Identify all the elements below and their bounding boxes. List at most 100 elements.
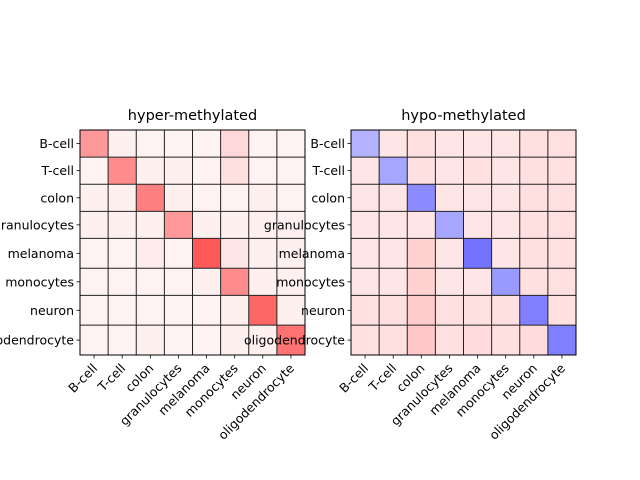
panel-2-ytick-label-b-cell: B-cell	[310, 136, 345, 151]
panel-1-cell-t-cell-neuron	[248, 157, 277, 185]
panel-1-cell-oligodendrocyte-neuron	[248, 325, 277, 355]
panel-2-cell-monocytes-t-cell	[379, 268, 408, 296]
panel-1-cell-melanoma-granulocytes	[164, 238, 193, 269]
panel-2-cell-granulocytes-monocytes	[491, 211, 520, 239]
panel-1-cell-monocytes-granulocytes	[164, 268, 193, 296]
panel-1-cell-oligodendrocyte-monocytes	[220, 325, 249, 355]
panel-1-cell-b-cell-colon	[136, 130, 165, 158]
panel-1-cell-melanoma-b-cell	[80, 238, 109, 269]
panel-2-cell-b-cell-melanoma	[463, 130, 492, 158]
panel-2-cell-granulocytes-granulocytes	[435, 211, 464, 239]
panel-1-cell-t-cell-t-cell	[108, 157, 137, 185]
panel-1-cell-neuron-t-cell	[108, 295, 137, 326]
panel-2-cell-melanoma-monocytes	[491, 238, 520, 269]
panel-2-cell-monocytes-b-cell	[351, 268, 380, 296]
panel-2-cell-neuron-oligodendrocyte	[547, 295, 576, 326]
panel-2-cell-t-cell-t-cell	[379, 157, 408, 185]
panel-2-ytick-label-melanoma: melanoma	[279, 246, 345, 261]
panel-2-cell-granulocytes-colon	[407, 211, 436, 239]
panel-2-cell-oligodendrocyte-melanoma	[463, 325, 492, 355]
panel-2-cell-b-cell-b-cell	[351, 130, 380, 158]
heatmap-panel-2: B-cell T-cell colon granulocytes melanoma mon…	[244, 108, 577, 443]
panel-2-cell-neuron-granulocytes	[435, 295, 464, 326]
panel-2-cell-colon-t-cell	[379, 184, 408, 212]
panel-2-ytick-label-neuron: neuron	[301, 303, 345, 318]
panel-1-ytick-label-oligodendrocyte: oligodendrocyte	[0, 333, 74, 348]
panel-1-cell-colon-monocytes	[220, 184, 249, 212]
panel-1-cell-granulocytes-colon	[136, 211, 165, 239]
panel-1-ytick-label-monocytes: monocytes	[5, 274, 74, 289]
panel-2-cell-granulocytes-b-cell	[351, 211, 380, 239]
panel-2-cell-granulocytes-t-cell	[379, 211, 408, 239]
panel-1-cell-t-cell-granulocytes	[164, 157, 193, 185]
panel-1-cell-melanoma-colon	[136, 238, 165, 269]
panel-2-cell-neuron-monocytes	[491, 295, 520, 326]
panel-1-cell-neuron-melanoma	[192, 295, 221, 326]
panel-1-cell-colon-t-cell	[108, 184, 137, 212]
panel-2-ytick-label-colon: colon	[311, 190, 345, 205]
panel-1-cell-monocytes-melanoma	[192, 268, 221, 296]
panel-2-cell-colon-b-cell	[351, 184, 380, 212]
panel-1-cell-melanoma-monocytes	[220, 238, 249, 269]
panel-2-cell-oligodendrocyte-granulocytes	[435, 325, 464, 355]
panel-1-cell-b-cell-melanoma	[192, 130, 221, 158]
panel-2-ytick-label-granulocytes: granulocytes	[264, 217, 345, 232]
panel-1-cell-granulocytes-b-cell	[80, 211, 109, 239]
panel-1-cell-t-cell-oligodendrocyte	[276, 157, 305, 185]
panel-1-ytick-label-neuron: neuron	[30, 303, 74, 318]
panel-2-title: hypo-methylated	[401, 108, 526, 124]
panel-2-cell-monocytes-granulocytes	[435, 268, 464, 296]
panel-1-cell-t-cell-colon	[136, 157, 165, 185]
panel-1-cell-colon-melanoma	[192, 184, 221, 212]
panel-2-cell-melanoma-b-cell	[351, 238, 380, 269]
panel-2-ytick-label-oligodendrocyte: oligodendrocyte	[244, 333, 345, 348]
panel-1-cell-t-cell-melanoma	[192, 157, 221, 185]
panel-2-cell-colon-granulocytes	[435, 184, 464, 212]
panel-2-cell-monocytes-colon	[407, 268, 436, 296]
panel-2-cell-b-cell-t-cell	[379, 130, 408, 158]
panel-2-xtick-label-t-cell: T-cell	[365, 361, 399, 395]
panel-1-cell-granulocytes-melanoma	[192, 211, 221, 239]
panel-1-cell-neuron-colon	[136, 295, 165, 326]
panel-2-cell-b-cell-neuron	[519, 130, 548, 158]
panel-2-cell-colon-oligodendrocyte	[547, 184, 576, 212]
panel-2-cell-b-cell-oligodendrocyte	[547, 130, 576, 158]
panel-1-ytick-label-granulocytes: granulocytes	[0, 217, 74, 232]
panel-1-cell-granulocytes-t-cell	[108, 211, 137, 239]
panel-1-cell-neuron-neuron	[248, 295, 277, 326]
panel-1-cell-t-cell-monocytes	[220, 157, 249, 185]
panel-2-cell-neuron-melanoma	[463, 295, 492, 326]
panel-1-cell-neuron-granulocytes	[164, 295, 193, 326]
panel-2-cell-b-cell-monocytes	[491, 130, 520, 158]
panel-2-cell-melanoma-granulocytes	[435, 238, 464, 269]
panel-1-cell-colon-neuron	[248, 184, 277, 212]
panel-1-cell-colon-b-cell	[80, 184, 109, 212]
panel-1-cell-b-cell-monocytes	[220, 130, 249, 158]
panel-1-ytick-label-t-cell: T-cell	[40, 163, 74, 178]
panel-1-cell-melanoma-neuron	[248, 238, 277, 269]
panel-1-cell-melanoma-t-cell	[108, 238, 137, 269]
panel-2-cell-colon-monocytes	[491, 184, 520, 212]
panel-1-cell-b-cell-t-cell	[108, 130, 137, 158]
panel-1-cell-melanoma-oligodendrocyte	[276, 238, 305, 269]
panel-2-cell-t-cell-neuron	[519, 157, 548, 185]
panel-2-cell-monocytes-melanoma	[463, 268, 492, 296]
panel-2-cell-granulocytes-melanoma	[463, 211, 492, 239]
panel-2-cell-neuron-neuron	[519, 295, 548, 326]
panel-1-cell-granulocytes-neuron	[248, 211, 277, 239]
panel-2-cell-t-cell-colon	[407, 157, 436, 185]
panel-2-ytick-label-monocytes: monocytes	[276, 274, 345, 289]
panel-1-cell-melanoma-melanoma	[192, 238, 221, 269]
panel-2-cell-t-cell-b-cell	[351, 157, 380, 185]
panel-1-cell-oligodendrocyte-t-cell	[108, 325, 137, 355]
panel-2-cell-colon-neuron	[519, 184, 548, 212]
panel-2-cell-t-cell-monocytes	[491, 157, 520, 185]
panel-1-cell-monocytes-b-cell	[80, 268, 109, 296]
panel-2-cell-t-cell-oligodendrocyte	[547, 157, 576, 185]
panel-2-cell-neuron-colon	[407, 295, 436, 326]
panel-2-cell-oligodendrocyte-neuron	[519, 325, 548, 355]
panel-1-cell-t-cell-b-cell	[80, 157, 109, 185]
panel-2-cell-monocytes-neuron	[519, 268, 548, 296]
panel-1-cell-neuron-monocytes	[220, 295, 249, 326]
